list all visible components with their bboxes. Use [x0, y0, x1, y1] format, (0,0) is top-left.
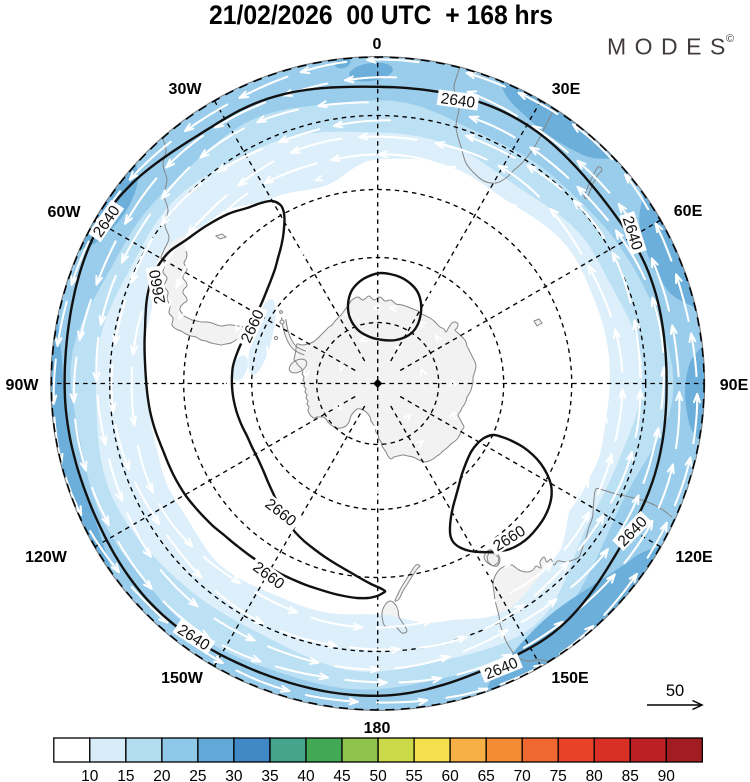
svg-text:120E: 120E [675, 549, 713, 566]
svg-text:60W: 60W [48, 204, 82, 221]
svg-text:90E: 90E [720, 377, 749, 394]
svg-text:15: 15 [117, 768, 134, 782]
svg-text:150E: 150E [551, 670, 589, 687]
svg-text:35: 35 [261, 768, 278, 782]
svg-text:2660: 2660 [147, 268, 170, 305]
svg-text:75: 75 [550, 768, 567, 782]
svg-text:120W: 120W [25, 549, 68, 566]
svg-text:60E: 60E [674, 203, 703, 220]
svg-text:21/02/2026 00 UTC + 168 hrs: 21/02/2026 00 UTC + 168 hrs [209, 0, 553, 30]
svg-text:2640: 2640 [440, 90, 477, 112]
svg-text:70: 70 [514, 768, 532, 782]
svg-text:55: 55 [405, 768, 422, 782]
svg-text:90W: 90W [6, 377, 40, 394]
svg-text:©: © [726, 33, 734, 45]
svg-text:0: 0 [373, 36, 382, 53]
svg-text:50: 50 [369, 768, 387, 782]
svg-text:MODES: MODES [607, 34, 734, 60]
svg-text:150W: 150W [161, 670, 204, 687]
svg-text:60: 60 [441, 768, 459, 782]
svg-text:45: 45 [333, 768, 350, 782]
svg-text:40: 40 [297, 768, 315, 782]
svg-text:85: 85 [622, 768, 639, 782]
svg-text:80: 80 [586, 768, 604, 782]
svg-text:90: 90 [658, 768, 676, 782]
svg-text:180: 180 [364, 720, 391, 737]
svg-text:65: 65 [478, 768, 495, 782]
svg-text:30W: 30W [169, 81, 203, 98]
svg-text:10: 10 [81, 768, 99, 782]
svg-text:30: 30 [225, 768, 243, 782]
svg-text:30E: 30E [552, 81, 581, 98]
svg-text:50: 50 [666, 682, 684, 700]
svg-text:20: 20 [153, 768, 171, 782]
svg-text:25: 25 [189, 768, 206, 782]
